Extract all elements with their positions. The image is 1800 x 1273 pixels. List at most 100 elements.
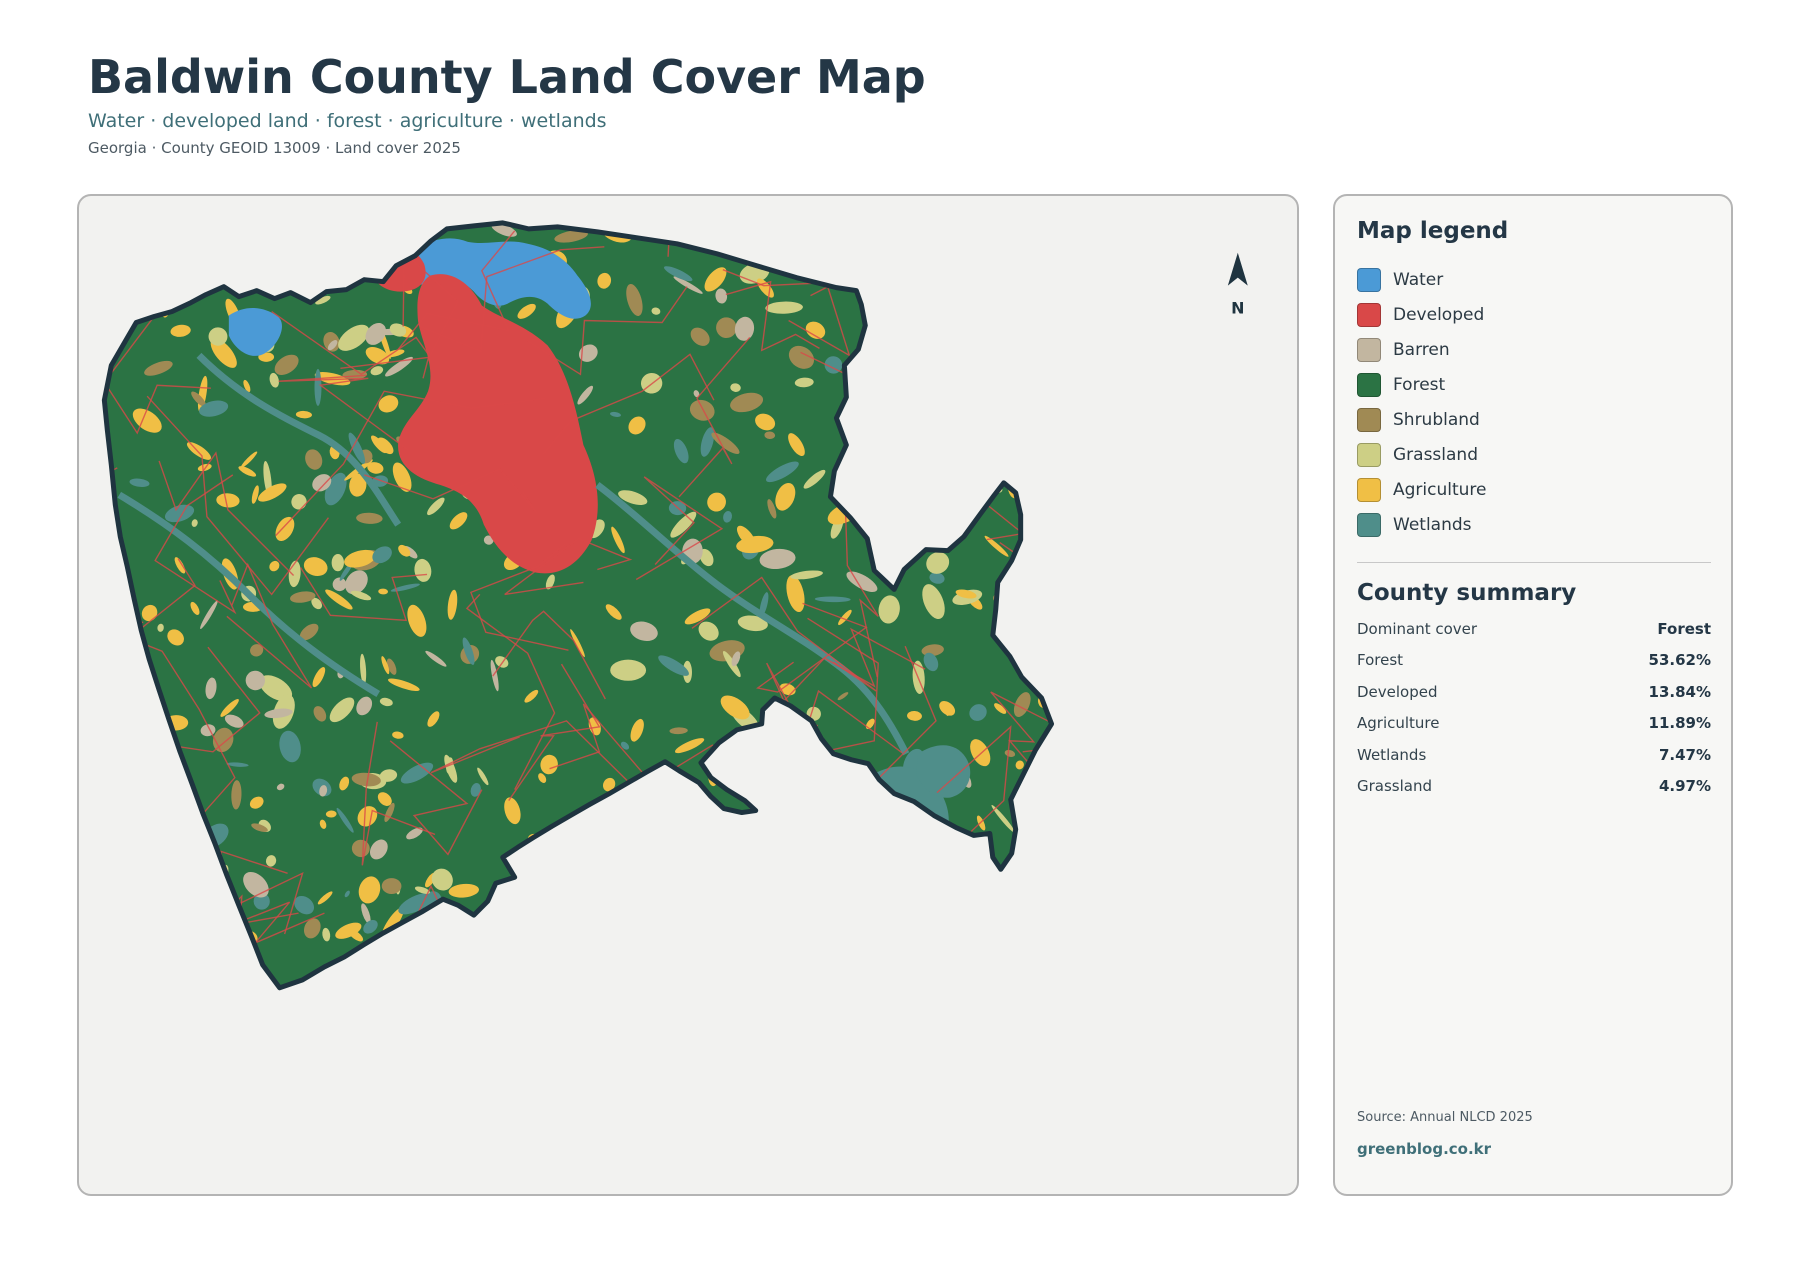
land-cover-patch [191,945,202,955]
land-cover-patch [626,283,643,316]
land-cover-patch [723,944,757,973]
land-cover-patch [1047,247,1052,263]
land-cover-patch [312,474,332,492]
summary-value: 11.89% [1648,714,1711,733]
land-cover-patch [739,984,752,988]
land-cover-patch [231,993,242,1006]
site-credit: greenblog.co.kr [1357,1140,1492,1158]
land-cover-patch [275,516,295,542]
land-cover-patch [431,868,453,891]
land-cover-patch [104,824,120,860]
land-cover-patch [914,308,933,330]
road [104,222,146,290]
land-cover-patch [170,324,191,337]
land-cover-patch [790,570,823,580]
land-cover-patch [680,881,715,894]
land-cover-patch [977,260,998,274]
land-cover-patch [178,959,193,979]
land-cover-patch [1008,421,1023,443]
road [1011,400,1052,481]
land-cover-patch [389,323,407,337]
land-cover-patch [190,240,207,254]
land-cover-patch [470,783,481,797]
land-cover-patch [989,228,999,242]
land-cover-patch [681,963,711,970]
legend-swatch [1357,372,1381,397]
summary-key: Wetlands [1357,745,1427,764]
land-cover-patch [387,990,403,1002]
land-cover-patch [249,796,264,809]
land-cover-patch [994,703,1007,714]
legend-swatch [1357,477,1381,502]
road [104,677,145,827]
land-cover-patch [1008,917,1026,934]
land-cover-patch [130,863,145,870]
land-cover-patch [149,821,165,853]
land-cover-patch [299,623,319,641]
land-cover-patch [791,956,815,984]
land-cover-patch [313,706,327,722]
land-cover-patch [674,738,705,754]
land-cover-patch [341,251,362,278]
map-panel[interactable]: N [77,194,1299,1196]
land-cover-patch [327,340,338,351]
land-cover-patch [393,222,414,239]
land-cover-patch [387,678,420,691]
land-cover-patch [699,548,714,567]
land-cover-patch [570,629,585,658]
land-cover-patch [872,277,892,293]
road [128,637,236,831]
road [104,308,211,435]
summary-key: Forest [1357,651,1404,670]
land-cover-patch [698,621,719,641]
road [800,905,888,988]
road [1033,764,1052,963]
road [945,265,1029,339]
land-cover-patch [631,818,654,840]
road [691,576,877,692]
land-cover-patch [448,883,479,898]
land-cover-patch [324,263,350,283]
land-cover-patch [1005,589,1033,599]
land-cover-patch [1018,471,1035,490]
legend-item-agriculture: Agriculture [1357,472,1697,507]
land-cover-patch [250,644,264,657]
land-cover-patch [864,282,886,315]
land-cover-patch [848,246,857,255]
land-cover-patch [630,882,641,907]
land-cover-patch [673,276,703,294]
land-cover-patch [503,943,527,966]
land-cover-patch [885,818,906,843]
land-cover-patch [838,609,852,626]
land-cover-patch [736,535,774,554]
legend-label: Water [1393,269,1444,290]
land-cover-patch [344,890,350,898]
land-cover-patch [881,265,899,285]
land-cover-patch [883,948,905,974]
land-cover-map[interactable]: N [79,196,1297,1194]
land-cover-patch [269,560,280,572]
legend-heading: Map legend [1357,218,1509,244]
road [900,937,1001,988]
land-cover-patch [1045,915,1052,928]
road [1037,229,1052,275]
land-cover-patch [258,352,275,362]
road [299,567,428,622]
land-cover-patch [847,779,870,803]
summary-row: Developed 13.84% [1357,683,1711,714]
land-cover-patch [1029,356,1052,376]
land-cover-patch [707,492,726,512]
land-cover-patch [734,316,755,341]
land-cover-patch [238,466,257,477]
road [154,474,237,615]
summary-row: Agriculture 11.89% [1357,714,1711,745]
summary-value: 4.97% [1658,776,1711,795]
land-cover-patch [240,451,258,468]
land-cover-patch [345,570,368,595]
land-cover-patch [719,829,733,837]
land-cover-patch [427,497,445,516]
legend-item-water: Water [1357,262,1697,297]
land-cover-patch [339,776,350,791]
land-cover-patch [315,295,331,305]
land-cover-patch [216,493,240,508]
